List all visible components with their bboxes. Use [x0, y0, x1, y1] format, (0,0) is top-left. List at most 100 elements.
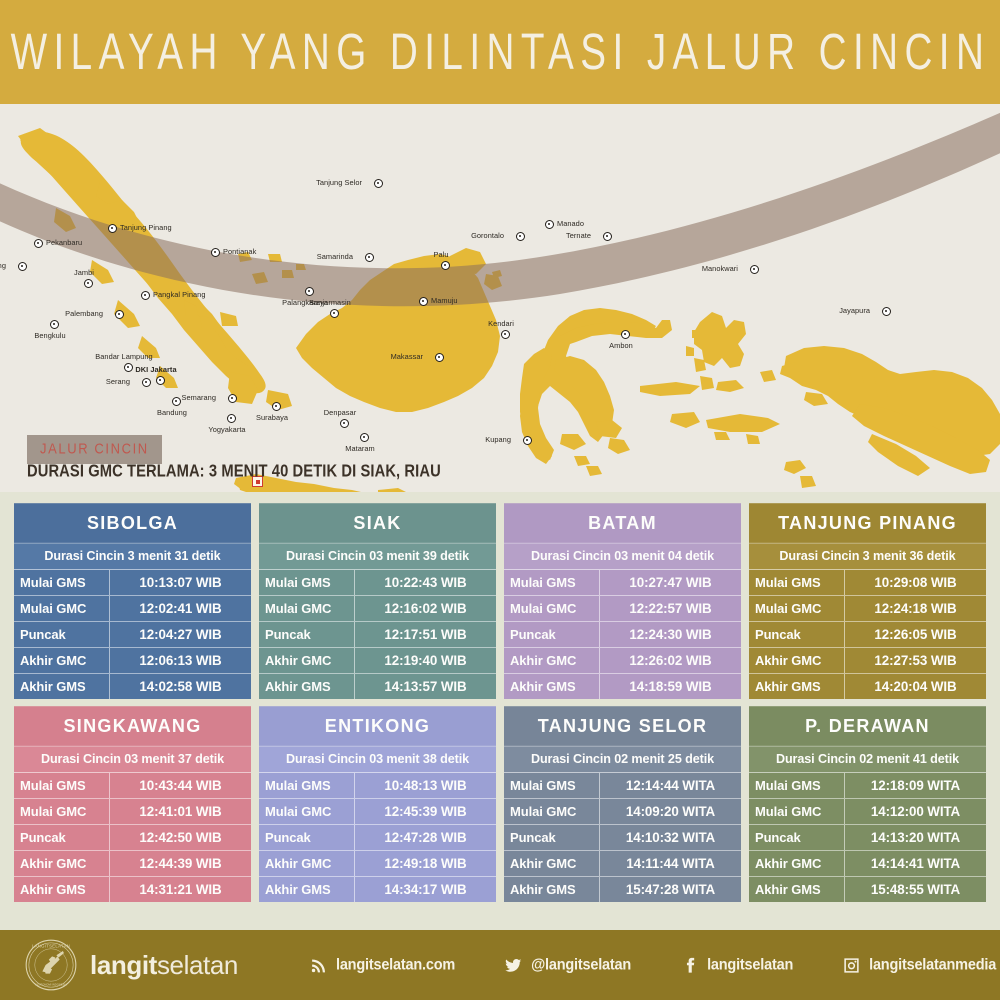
card-duration-subtitle: Durasi Cincin 02 menit 41 detik: [749, 746, 986, 773]
twitter-icon: [505, 957, 522, 974]
social-link-label: @langitselatan: [531, 956, 632, 974]
social-link-facebook[interactable]: langitselatan: [681, 956, 793, 974]
timing-row: Mulai GMC 14:12:00 WITA: [749, 799, 986, 825]
facebook-icon: [681, 957, 698, 974]
timing-value: 15:47:28 WITA: [625, 882, 716, 897]
timing-row: Akhir GMS 14:13:57 WIB: [259, 674, 496, 699]
timing-value: 10:22:43 WIB: [384, 575, 467, 590]
timing-label: Mulai GMS: [259, 570, 355, 595]
timing-row: Akhir GMC 14:14:41 WITA: [749, 851, 986, 877]
timing-label: Mulai GMS: [14, 773, 110, 798]
timing-row: Akhir GMS 14:20:04 WIB: [749, 674, 986, 699]
legend-label: JALUR CINCIN: [40, 440, 149, 457]
timing-value: 12:42:50 WIB: [139, 830, 222, 845]
island-papua: [784, 346, 1000, 456]
timing-label: Akhir GMC: [749, 851, 845, 876]
timing-row: Mulai GMS 10:43:44 WIB: [14, 773, 251, 799]
timing-label: Puncak: [259, 622, 355, 647]
timing-row: Mulai GMC 12:02:41 WIB: [14, 596, 251, 622]
timing-row: Akhir GMC 12:06:13 WIB: [14, 648, 251, 674]
page-footer: LANGITSELATAN ASTRONOMI INDONESIA langit…: [0, 930, 1000, 1000]
timing-card-tanjung-pinang: TANJUNG PINANG Durasi Cincin 3 menit 36 d…: [749, 503, 986, 699]
timing-label: Akhir GMS: [749, 877, 845, 902]
timing-row: Mulai GMC 12:22:57 WIB: [504, 596, 741, 622]
timing-label: Mulai GMS: [749, 773, 845, 798]
timing-value: 12:02:41 WIB: [139, 601, 222, 616]
timing-label: Akhir GMC: [259, 851, 355, 876]
social-link-twitter[interactable]: @langitselatan: [505, 956, 632, 974]
timing-label: Mulai GMS: [749, 570, 845, 595]
timing-label: Akhir GMC: [14, 648, 110, 673]
timing-value: 12:24:30 WIB: [629, 627, 712, 642]
timing-row: Akhir GMC 12:49:18 WIB: [259, 851, 496, 877]
card-duration-subtitle: Durasi Cincin 3 menit 31 detik: [14, 543, 251, 570]
brand-block: LANGITSELATAN ASTRONOMI INDONESIA langit…: [24, 938, 238, 992]
social-link-rss[interactable]: langitselatan.com: [310, 956, 455, 974]
social-link-label: langitselatanmedia: [869, 956, 997, 974]
timing-row: Akhir GMS 14:18:59 WIB: [504, 674, 741, 699]
timing-label: Mulai GMC: [259, 799, 355, 824]
timing-value: 12:14:44 WITA: [625, 778, 716, 793]
timing-label: Akhir GMS: [504, 674, 600, 699]
card-row-top: SIBOLGA Durasi Cincin 3 menit 31 detik Mul…: [14, 503, 986, 699]
timing-label: Mulai GMS: [504, 773, 600, 798]
timing-row: Puncak 14:13:20 WITA: [749, 825, 986, 851]
map-caption: DURASI GMC TERLAMA: 3 MENIT 40 DETIK DI …: [27, 461, 441, 482]
timing-value: 10:13:07 WIB: [139, 575, 222, 590]
timing-label: Puncak: [749, 622, 845, 647]
page-title: WILAYAH YANG DILINTASI JALUR CINCIN: [10, 22, 990, 81]
timing-row: Mulai GMC 12:45:39 WIB: [259, 799, 496, 825]
timing-card-singkawang: SINGKAWANG Durasi Cincin 03 menit 37 deti…: [14, 706, 251, 902]
social-link-instagram[interactable]: langitselatanmedia: [843, 956, 997, 974]
timing-value: 12:49:18 WIB: [384, 856, 467, 871]
social-links: langitselatan.com @langitselatan langitsel…: [310, 956, 997, 974]
card-duration-subtitle: Durasi Cincin 3 menit 36 detik: [749, 543, 986, 570]
card-duration-subtitle: Durasi Cincin 03 menit 37 detik: [14, 746, 251, 773]
timing-value: 14:31:21 WIB: [139, 882, 222, 897]
timing-value: 14:20:04 WIB: [874, 679, 957, 694]
card-title: P. DERAWAN: [749, 706, 986, 747]
timing-value: 12:27:53 WIB: [874, 653, 957, 668]
indonesia-map: Banda AcehMedanPekanbaruPadangJambiBengk…: [0, 104, 1000, 492]
timing-label: Mulai GMC: [749, 799, 845, 824]
brand-name-light: selatan: [156, 949, 238, 980]
timing-label: Mulai GMC: [749, 596, 845, 621]
timing-value: 12:16:02 WIB: [384, 601, 467, 616]
timing-label: Akhir GMC: [504, 648, 600, 673]
timing-value: 14:13:20 WITA: [870, 830, 961, 845]
jakarta-capital-marker: [252, 476, 263, 487]
timing-value: 14:13:57 WIB: [384, 679, 467, 694]
timing-label: Akhir GMS: [749, 674, 845, 699]
svg-text:LANGITSELATAN: LANGITSELATAN: [32, 944, 70, 949]
timing-value: 14:09:20 WITA: [625, 804, 716, 819]
timing-label: Akhir GMS: [14, 674, 110, 699]
timing-row: Mulai GMS 10:22:43 WIB: [259, 570, 496, 596]
timing-card-sibolga: SIBOLGA Durasi Cincin 3 menit 31 detik Mul…: [14, 503, 251, 699]
rss-icon: [310, 957, 327, 974]
timing-row: Mulai GMS 10:48:13 WIB: [259, 773, 496, 799]
card-title: ENTIKONG: [259, 706, 496, 747]
timing-label: Akhir GMS: [259, 877, 355, 902]
timing-row: Puncak 12:17:51 WIB: [259, 622, 496, 648]
timing-row: Akhir GMC 14:11:44 WITA: [504, 851, 741, 877]
timing-row: Puncak 14:10:32 WITA: [504, 825, 741, 851]
timing-label: Mulai GMS: [259, 773, 355, 798]
timing-label: Akhir GMC: [504, 851, 600, 876]
city-timing-cards: SIBOLGA Durasi Cincin 3 menit 31 detik Mul…: [0, 492, 1000, 930]
timing-row: Akhir GMC 12:44:39 WIB: [14, 851, 251, 877]
eclipse-path-band: [0, 112, 1000, 307]
page-header: WILAYAH YANG DILINTASI JALUR CINCIN: [0, 0, 1000, 104]
timing-row: Puncak 12:24:30 WIB: [504, 622, 741, 648]
timing-label: Akhir GMS: [259, 674, 355, 699]
timing-label: Akhir GMC: [259, 648, 355, 673]
timing-value: 14:11:44 WITA: [626, 856, 715, 871]
timing-row: Mulai GMS 10:29:08 WIB: [749, 570, 986, 596]
timing-row: Puncak 12:47:28 WIB: [259, 825, 496, 851]
legend-jalur-cincin: JALUR CINCIN: [27, 435, 162, 464]
card-title: SIBOLGA: [14, 503, 251, 544]
card-title: TANJUNG PINANG: [749, 503, 986, 544]
map-graphic: [0, 112, 1000, 492]
timing-value: 12:19:40 WIB: [384, 653, 467, 668]
timing-value: 12:26:05 WIB: [874, 627, 957, 642]
timing-value: 14:14:41 WITA: [870, 856, 961, 871]
